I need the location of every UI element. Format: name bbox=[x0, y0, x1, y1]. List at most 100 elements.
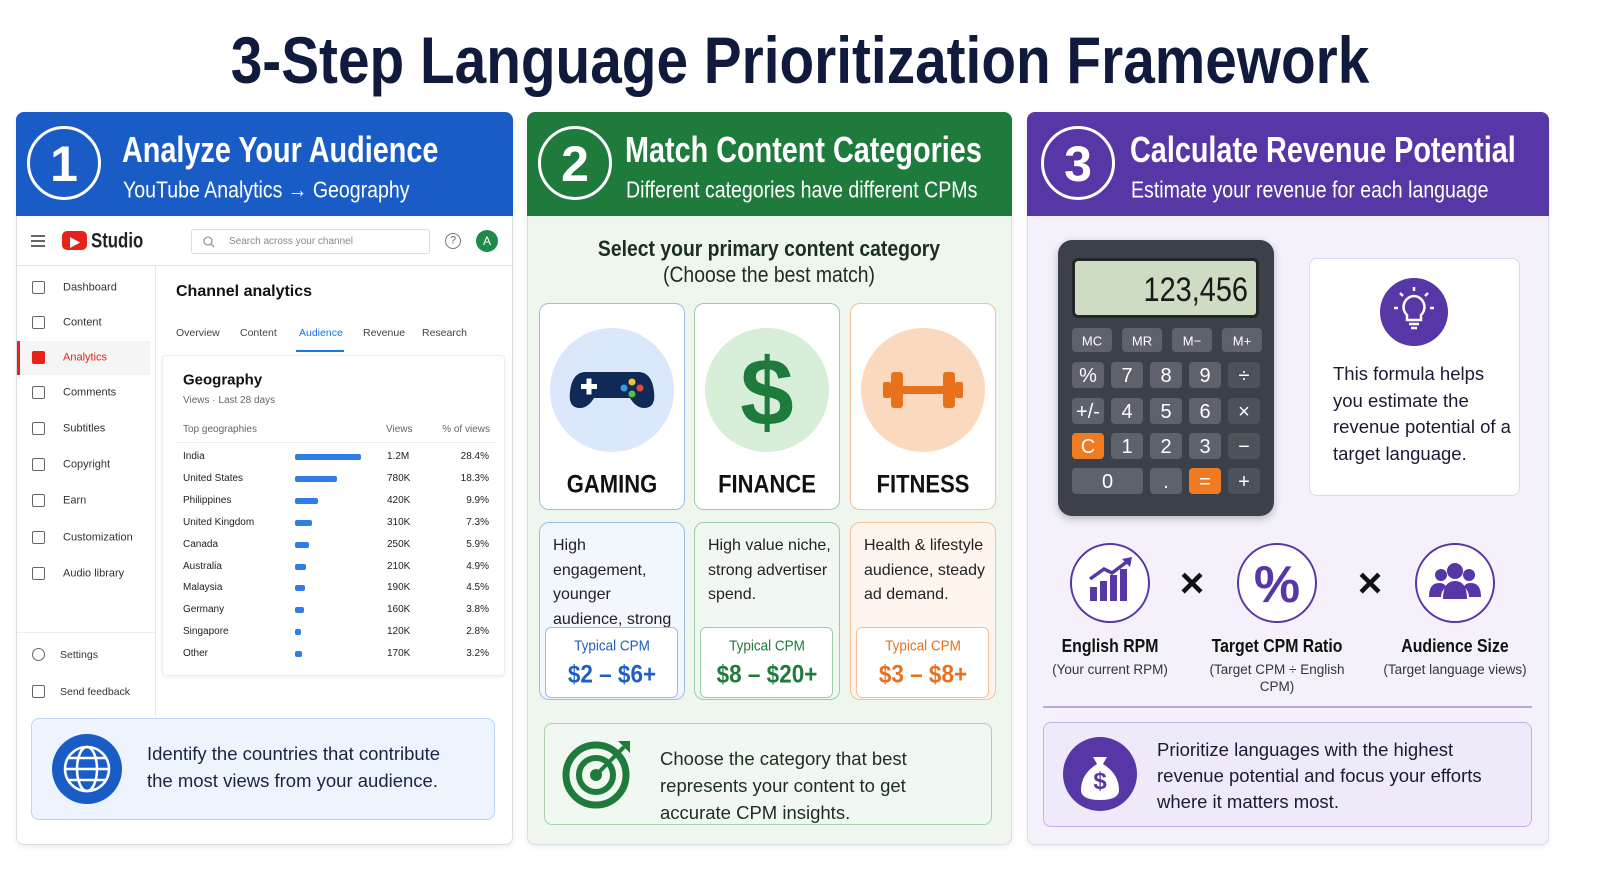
target-icon bbox=[562, 737, 634, 809]
calc-key bbox=[1228, 433, 1260, 459]
icon-part bbox=[628, 378, 636, 386]
factor-detail: (Your current RPM) bbox=[1052, 662, 1168, 677]
icon-part bbox=[1081, 757, 1119, 800]
calc-key-label: 1 bbox=[1121, 436, 1133, 458]
bulb-icon bbox=[1380, 278, 1448, 346]
factor-detail: (Target CPM ÷ English CPM) bbox=[1209, 662, 1345, 694]
icon-part bbox=[70, 237, 80, 248]
calc-key bbox=[1072, 328, 1112, 352]
tab: Overview bbox=[176, 326, 220, 339]
note-text: Choose the category that best represents… bbox=[660, 748, 907, 823]
calc-key-label: % bbox=[1079, 365, 1097, 387]
icon-part bbox=[618, 741, 630, 753]
divider bbox=[176, 442, 496, 443]
calc-key bbox=[1111, 433, 1143, 459]
icon-part bbox=[943, 372, 955, 408]
icon-part bbox=[628, 390, 636, 398]
share-bar bbox=[295, 497, 318, 504]
calc-key bbox=[1072, 468, 1143, 494]
views: 160K bbox=[387, 604, 411, 616]
calc-key-label: 3 bbox=[1199, 436, 1211, 458]
step-number: 1 bbox=[50, 136, 78, 192]
nav-icon bbox=[32, 458, 45, 471]
nav-item: Copyright bbox=[63, 458, 111, 471]
nav-icon bbox=[32, 351, 45, 364]
icon-part bbox=[1100, 581, 1107, 601]
share: 7.3% bbox=[466, 516, 489, 528]
nav-icon bbox=[32, 648, 45, 661]
cpm-label: Typical CPM bbox=[574, 637, 650, 655]
icon-part bbox=[1447, 563, 1463, 579]
nav-icon bbox=[32, 316, 45, 329]
avatar-letter: A bbox=[482, 234, 492, 248]
country: Philippines bbox=[183, 494, 232, 506]
moneybag-icon bbox=[1075, 745, 1125, 803]
calc-key-label: . bbox=[1163, 471, 1169, 493]
calc-key-label: MC bbox=[1081, 333, 1103, 349]
factor-icon-bg bbox=[1237, 543, 1317, 623]
calc-display-text: 123,456 bbox=[1143, 271, 1248, 309]
category-icon bbox=[875, 352, 971, 428]
nav-item: Dashboard bbox=[63, 281, 117, 294]
tab: Audience bbox=[299, 326, 343, 339]
views: 170K bbox=[387, 648, 411, 660]
calc-key bbox=[1172, 328, 1212, 352]
icon-part bbox=[52, 734, 122, 804]
cpm-range: $3 – $8+ bbox=[878, 660, 968, 689]
search-placeholder: Search across your channel bbox=[229, 236, 353, 247]
cpm-label: Typical CPM bbox=[729, 637, 805, 655]
nav-item: Comments bbox=[63, 386, 117, 399]
nav-item: Customization bbox=[63, 531, 133, 544]
icon-part bbox=[1110, 575, 1117, 601]
icon-part bbox=[1122, 557, 1132, 567]
share-bar bbox=[295, 541, 309, 548]
share: 2.8% bbox=[466, 626, 489, 638]
cpm-box bbox=[545, 627, 678, 698]
icon-part bbox=[883, 372, 963, 408]
icon-part bbox=[562, 741, 630, 809]
icon-part bbox=[1464, 583, 1481, 597]
factor-icon: % bbox=[1253, 556, 1301, 614]
factor-icon bbox=[1070, 543, 1150, 623]
step-subtitle: Estimate your revenue for each language bbox=[1131, 176, 1489, 203]
icon-part bbox=[1429, 583, 1446, 597]
section-sub: Views · Last 28 days bbox=[183, 395, 276, 406]
icon-part bbox=[68, 756, 106, 782]
icon-part bbox=[1429, 563, 1481, 599]
share: 3.2% bbox=[466, 648, 489, 660]
views: 120K bbox=[387, 626, 411, 638]
info-text: This formula helps you estimate the reve… bbox=[1333, 363, 1511, 464]
country: Germany bbox=[183, 604, 225, 616]
category-name: FINANCE bbox=[718, 470, 816, 499]
country: Australia bbox=[183, 560, 222, 572]
calc-key bbox=[1072, 433, 1104, 459]
icon-part bbox=[903, 386, 943, 394]
nav-item: Analytics bbox=[63, 351, 108, 364]
logo-play bbox=[69, 235, 81, 248]
calc-key-label: M− bbox=[1182, 333, 1202, 349]
icon-part bbox=[1081, 757, 1119, 800]
views: 780K bbox=[387, 472, 411, 484]
category-name: FITNESS bbox=[876, 470, 970, 499]
calc-key bbox=[1228, 397, 1260, 424]
icon-part bbox=[1380, 278, 1448, 346]
step-number: 3 bbox=[1064, 136, 1092, 192]
icon-part bbox=[203, 236, 213, 246]
views: 190K bbox=[387, 582, 411, 594]
views: 1.2M bbox=[387, 451, 410, 462]
step-circle bbox=[538, 126, 612, 200]
prompt: Select your primary content category bbox=[597, 236, 941, 261]
icon-part bbox=[1402, 294, 1426, 322]
icon-part bbox=[562, 741, 630, 809]
geo-card bbox=[162, 355, 505, 676]
share-bar bbox=[295, 607, 304, 614]
country: Singapore bbox=[183, 626, 229, 638]
nav-marker bbox=[17, 341, 20, 375]
category-name: GAMING bbox=[566, 470, 658, 499]
operator: × bbox=[1357, 559, 1383, 606]
search-icon bbox=[203, 235, 215, 248]
note-box bbox=[544, 723, 992, 825]
tab: Research bbox=[422, 326, 467, 339]
icon-part bbox=[1088, 559, 1130, 581]
calc-key-label: + bbox=[1238, 471, 1250, 493]
